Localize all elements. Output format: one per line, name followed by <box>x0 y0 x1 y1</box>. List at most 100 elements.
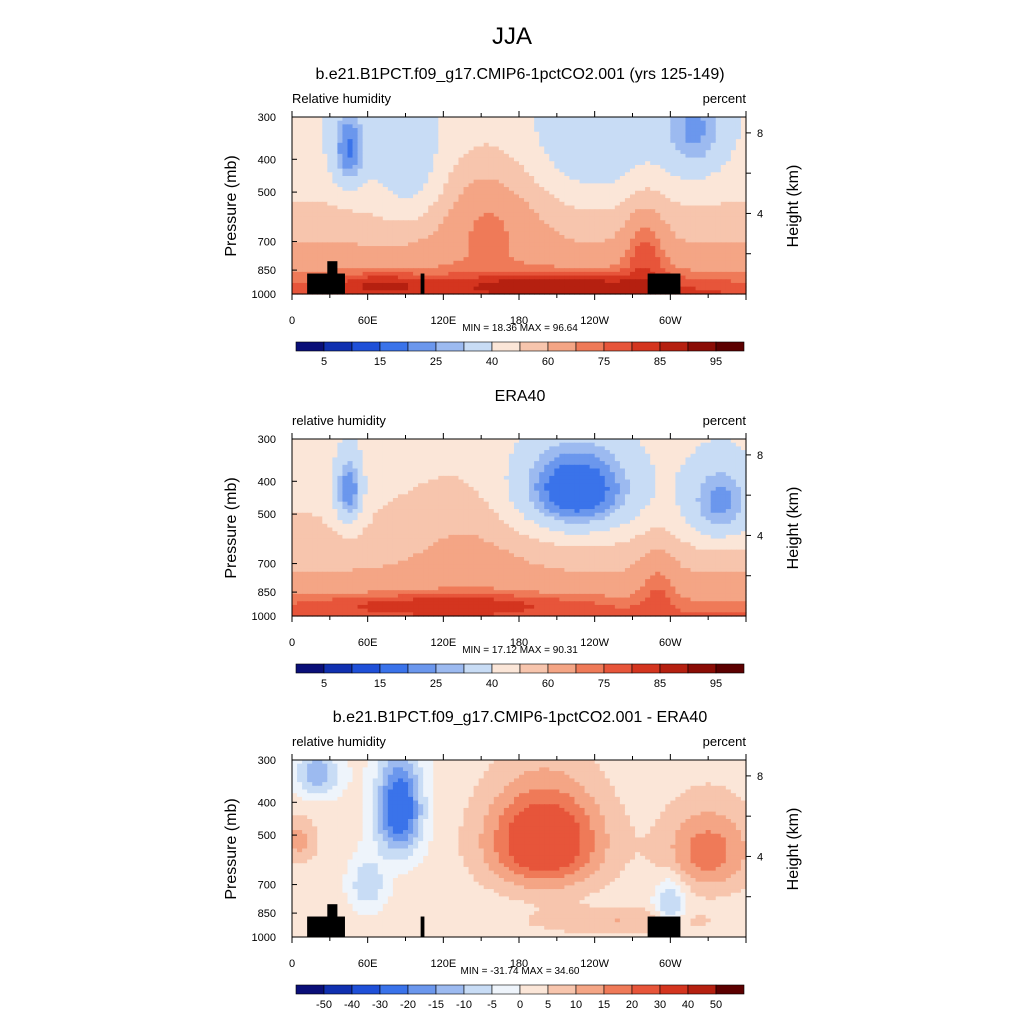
heatmap-cell <box>337 168 344 173</box>
heatmap-cell <box>362 257 369 262</box>
heatmap-cell <box>327 146 333 151</box>
heatmap-cell <box>402 242 409 247</box>
heatmap-cell <box>402 198 409 203</box>
heatmap-cell <box>594 164 601 170</box>
heatmap-cell <box>740 279 747 284</box>
heatmap-cell <box>413 190 419 196</box>
heatmap-cell <box>498 286 505 291</box>
heatmap-cell <box>387 439 394 444</box>
heatmap-cell <box>488 223 495 229</box>
heatmap-cell <box>458 216 465 221</box>
heatmap-cell <box>635 264 641 269</box>
heatmap-cell <box>725 439 732 444</box>
heatmap-cell <box>609 453 616 459</box>
heatmap-cell <box>488 168 495 173</box>
heatmap-cell <box>332 179 338 184</box>
heatmap-cell <box>453 183 460 188</box>
heatmap-cell <box>710 271 717 277</box>
heatmap-cell <box>498 172 505 177</box>
heatmap-cell <box>665 146 671 151</box>
heatmap-cell <box>297 242 303 247</box>
heatmap-cell <box>423 157 429 162</box>
heatmap-cell <box>433 187 439 192</box>
heatmap-cell <box>584 235 591 240</box>
heatmap-cell <box>438 223 444 229</box>
heatmap-cell <box>503 142 510 148</box>
heatmap-cell <box>564 146 571 151</box>
heatmap-cell <box>609 264 616 269</box>
heatmap-cell <box>695 157 702 162</box>
heatmap-cell <box>458 124 465 129</box>
heatmap-cell <box>660 231 666 236</box>
heatmap-cell <box>680 183 687 188</box>
heatmap-cell <box>352 290 359 295</box>
heatmap-cell <box>402 223 409 229</box>
heatmap-cell <box>377 128 384 133</box>
heatmap-cell <box>720 153 727 159</box>
heatmap-cell <box>418 198 424 203</box>
heatmap-cell <box>387 446 394 451</box>
heatmap-cell <box>650 246 656 251</box>
heatmap-cell <box>569 150 576 155</box>
heatmap-cell <box>327 142 333 148</box>
heatmap-cell <box>589 131 596 137</box>
heatmap-cell <box>488 439 495 444</box>
heatmap-cell <box>448 168 455 173</box>
heatmap-cell <box>655 246 661 251</box>
heatmap-cell <box>307 168 313 173</box>
heatmap-cell <box>357 260 364 266</box>
heatmap-cell <box>362 253 369 258</box>
heatmap-cell <box>322 194 328 199</box>
heatmap-cell <box>680 164 687 170</box>
heatmap-cell <box>438 249 444 255</box>
heatmap-cell <box>493 271 500 277</box>
heatmap-cell <box>473 246 480 251</box>
heatmap-cell <box>715 442 722 447</box>
heatmap-cell <box>645 139 651 144</box>
heatmap-cell <box>549 135 555 140</box>
heatmap-cell <box>695 253 702 258</box>
heatmap-cell <box>387 290 394 295</box>
heatmap-cell <box>428 150 434 155</box>
heatmap-cell <box>377 142 384 148</box>
heatmap-cell <box>624 209 631 214</box>
heatmap-cell <box>503 150 510 155</box>
heatmap-cell <box>564 282 571 288</box>
heatmap-cell <box>418 260 424 266</box>
heatmap-cell <box>579 190 586 196</box>
heatmap-cell <box>463 286 470 291</box>
heatmap-cell <box>498 220 505 225</box>
heatmap-cell <box>715 242 722 247</box>
heatmap-cell <box>599 172 606 177</box>
heatmap-cell <box>645 450 651 455</box>
heatmap-cell <box>675 135 682 140</box>
heatmap-cell <box>589 279 596 284</box>
heatmap-cell <box>478 117 485 122</box>
heatmap-cell <box>670 183 676 188</box>
heatmap-cell <box>297 223 303 229</box>
heatmap-cell <box>508 223 515 229</box>
heatmap-cell <box>438 142 444 148</box>
heatmap-cell <box>352 128 359 133</box>
heatmap-cell <box>463 249 470 255</box>
heatmap-cell <box>468 212 475 218</box>
heatmap-cell <box>554 249 560 255</box>
heatmap-cell <box>473 290 480 295</box>
heatmap-cell <box>725 253 732 258</box>
heatmap-cell <box>544 282 550 288</box>
heatmap-cell <box>438 146 444 151</box>
heatmap-cell <box>725 146 732 151</box>
heatmap-cell <box>735 146 742 151</box>
heatmap-cell <box>529 264 535 269</box>
heatmap-cell <box>382 135 389 140</box>
heatmap-cell <box>529 198 535 203</box>
heatmap-cell <box>317 439 323 444</box>
heatmap-cell <box>508 290 515 295</box>
heatmap-cell <box>539 442 545 447</box>
heatmap-cell <box>720 176 727 181</box>
heatmap-cell <box>347 257 354 262</box>
heatmap-cell <box>594 439 601 444</box>
heatmap-cell <box>372 176 379 181</box>
heatmap-cell <box>493 157 500 162</box>
heatmap-cell <box>513 246 520 251</box>
